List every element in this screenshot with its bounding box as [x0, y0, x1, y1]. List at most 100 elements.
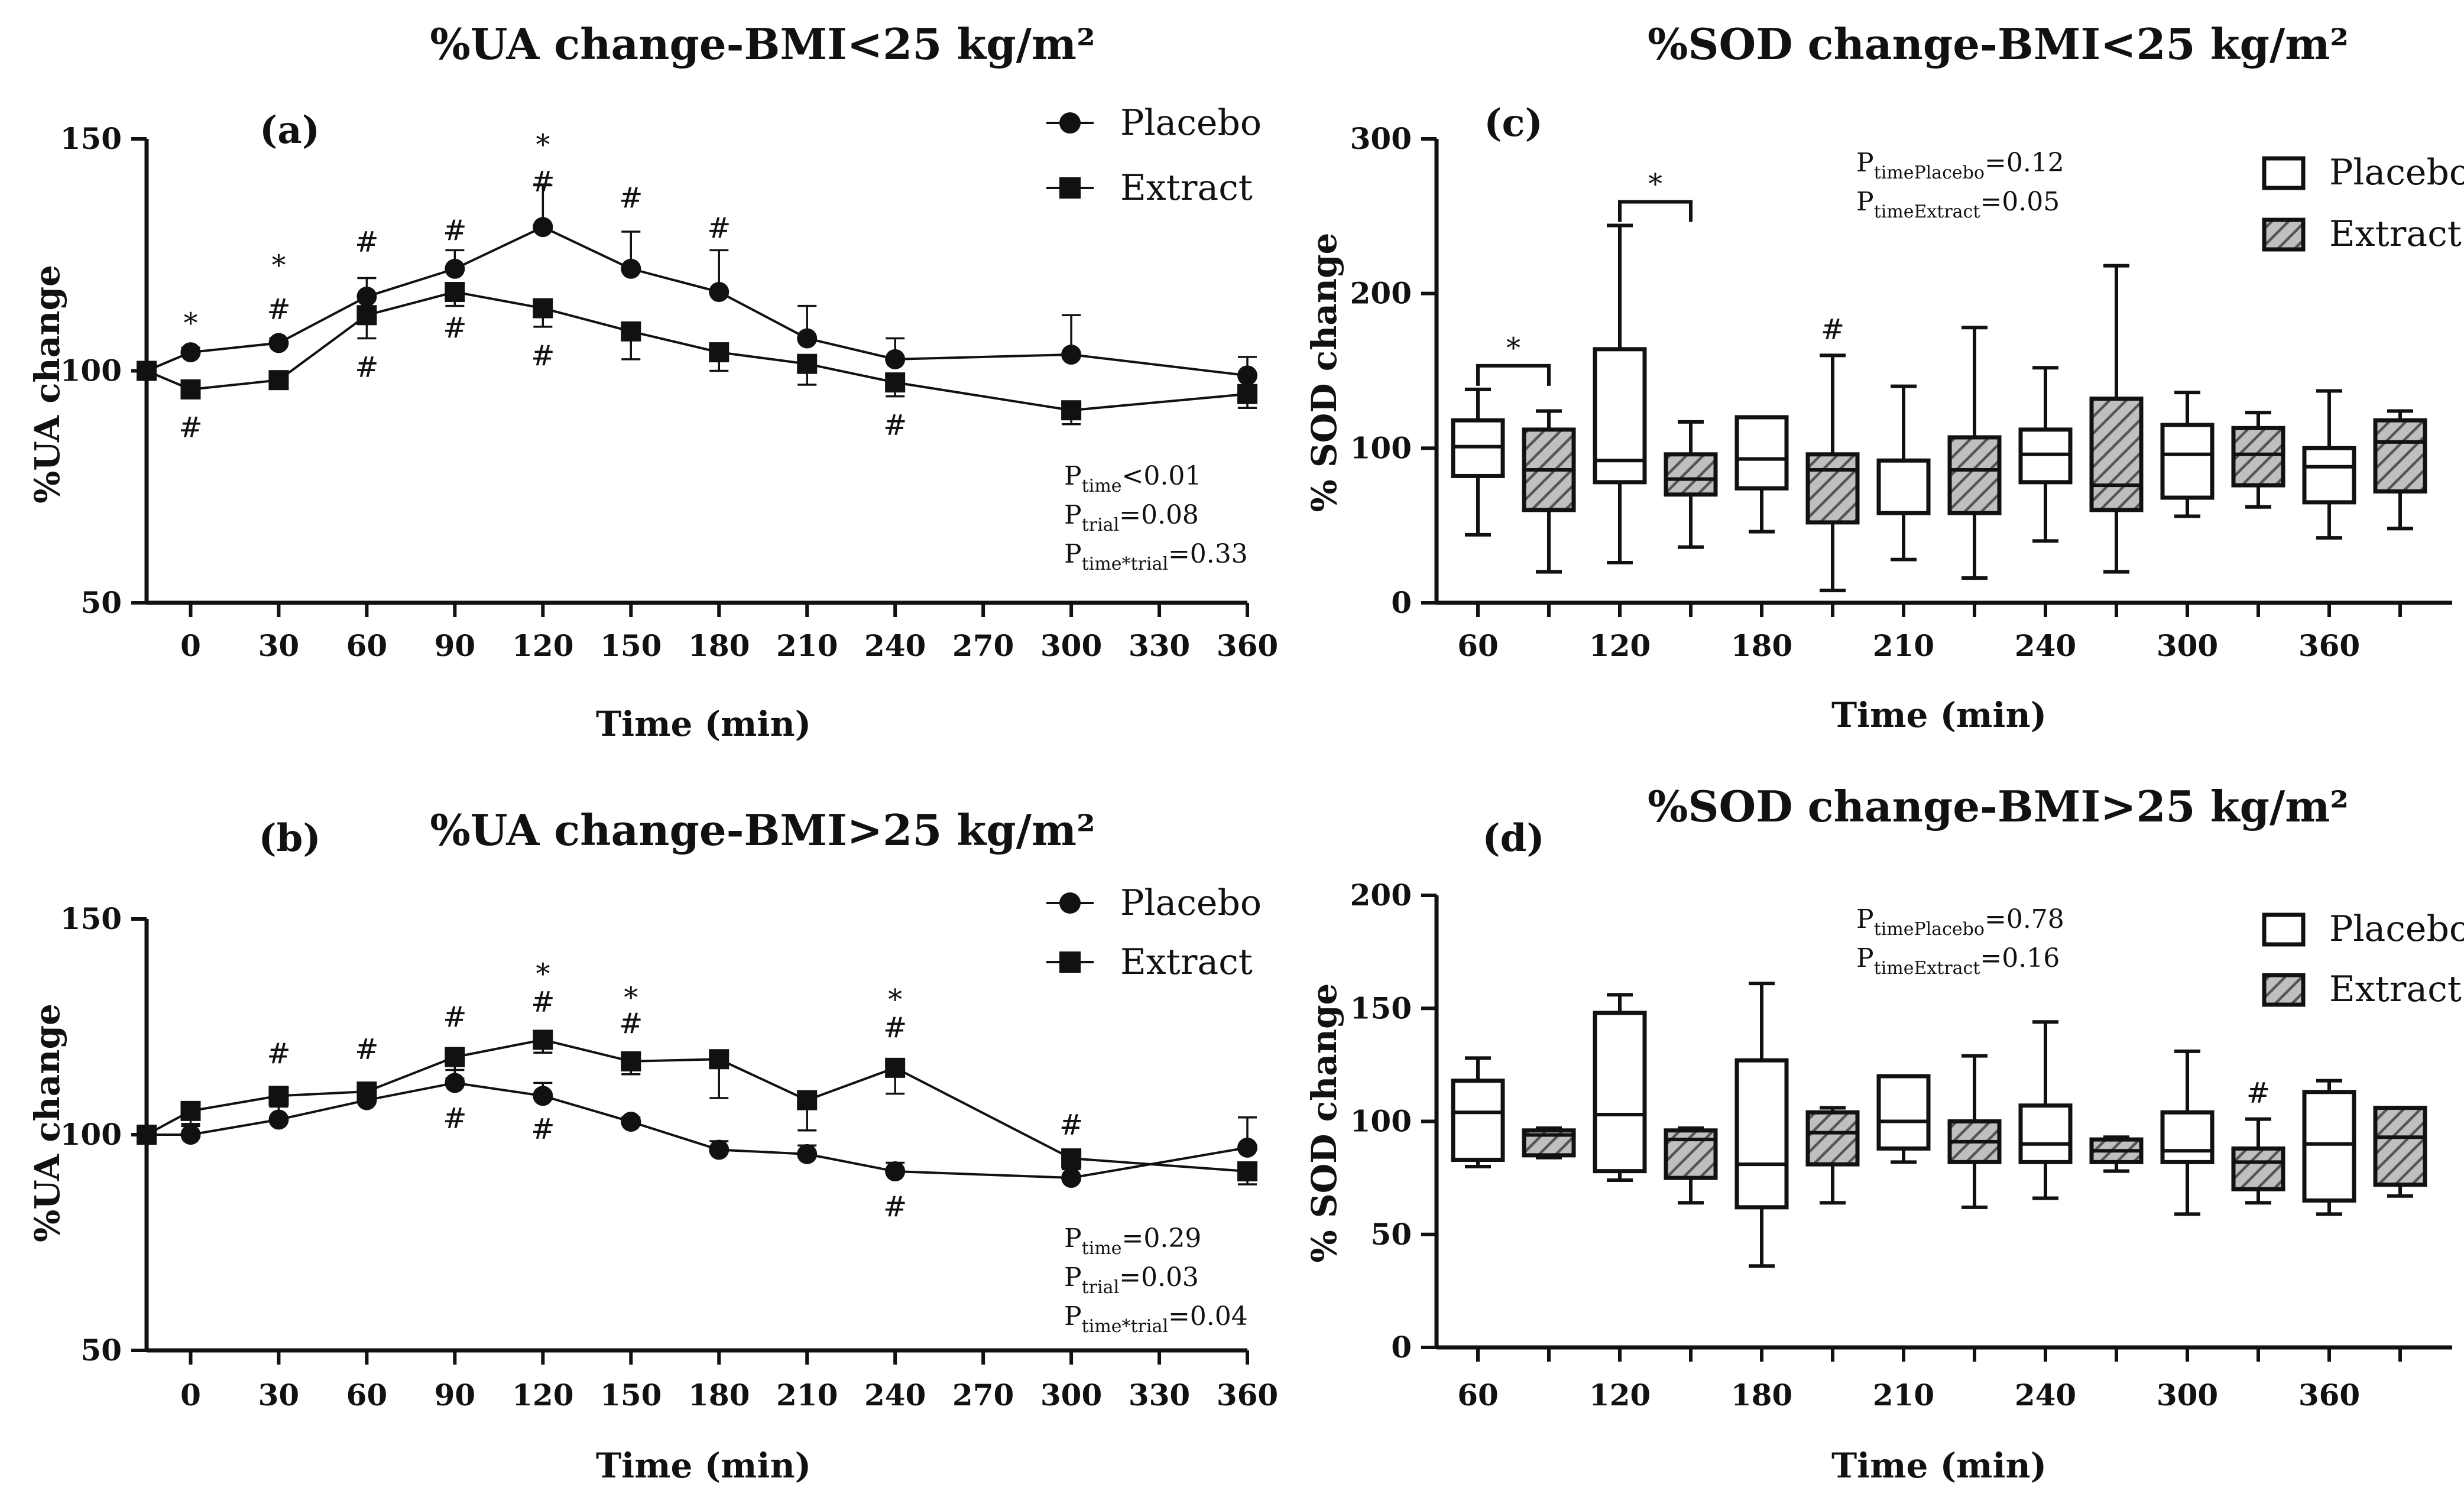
stat-value: =0.05 [1980, 187, 2060, 217]
legend-extract-label: Extract [2329, 213, 2462, 255]
box-210-extract [1947, 1054, 2002, 1209]
panel-a-legend: Placebo Extract [1046, 102, 1262, 209]
box-300-extract [2231, 1117, 2285, 1205]
box-180-extract [1805, 353, 1860, 593]
panel-c-label: (c) [1484, 101, 1543, 145]
x-tick-label: 120 [512, 1378, 573, 1412]
data-point-square [268, 370, 289, 391]
data-point-square [621, 1051, 641, 1071]
data-point-circle [1061, 345, 1082, 365]
box-360-placebo [2302, 389, 2356, 540]
stat-line: Ptrial=0.03 [1064, 1262, 1199, 1298]
data-point-circle [1061, 1168, 1082, 1188]
x-tick-label: 270 [952, 628, 1014, 663]
x-tick-label: 210 [776, 1378, 838, 1412]
box-60-placebo [1451, 387, 1505, 537]
box-iqr [1664, 1128, 1718, 1180]
panel-d-title: %SOD change-BMI>25 kg/m² [1648, 781, 2349, 832]
data-point-circle [797, 1144, 818, 1164]
stat-value: =0.04 [1168, 1301, 1248, 1331]
significance-hash: # [355, 1033, 378, 1066]
data-point-square [709, 342, 730, 363]
series-line-placebo [147, 1081, 1248, 1180]
y-tick-label: 300 [1350, 121, 1412, 156]
series-line-extract [146, 1038, 1248, 1173]
y-tick-label: 100 [60, 1117, 122, 1152]
box-iqr [1664, 452, 1718, 497]
series-placebo [137, 184, 1257, 386]
data-point-square [709, 1049, 730, 1070]
stat-subscript: trial [1082, 1277, 1119, 1298]
data-point-square [533, 1029, 553, 1050]
box-iqr [2018, 1103, 2073, 1164]
box-240-extract [2089, 1135, 2144, 1173]
stat-subscript: time*trial [1082, 554, 1168, 574]
significance-hash: # [883, 409, 907, 442]
panel-d-xlabel: Time (min) [1831, 1446, 2047, 1486]
box-iqr [2160, 1110, 2215, 1164]
stat-line: Ptrial=0.08 [1064, 500, 1199, 535]
stat-line: Ptime<0.01 [1064, 461, 1201, 496]
significance-hash: # [355, 226, 378, 259]
stat-subscript: time [1082, 476, 1122, 496]
significance-hash: # [619, 1007, 643, 1040]
x-tick-label: 150 [600, 628, 662, 663]
stat-p: P [1064, 500, 1082, 530]
data-point-square [1237, 1161, 1257, 1182]
stat-subscript: timePlacebo [1874, 163, 1985, 183]
box-iqr [2373, 1106, 2427, 1187]
box-240-placebo [2018, 366, 2073, 543]
box-iqr [1734, 415, 1789, 491]
data-point-square [885, 372, 906, 393]
panel-b-xlabel: Time (min) [596, 1446, 811, 1486]
box-iqr [2089, 397, 2144, 512]
legend-extract-swatch [2262, 217, 2306, 252]
data-point-circle [533, 217, 553, 238]
significance-hash: # [443, 1102, 466, 1135]
data-point-circle [621, 1112, 641, 1132]
box-iqr [2302, 1090, 2356, 1203]
data-point-square [1061, 1148, 1082, 1169]
panel-a-series: * # * # # # # # * # # # # # [137, 128, 1257, 444]
significance-asterisk: * [271, 249, 286, 282]
x-tick-label: 240 [864, 628, 926, 663]
x-tick-label: 120 [1589, 628, 1651, 663]
box-iqr [2373, 418, 2427, 494]
significance-hash: # [883, 1190, 907, 1223]
box-240-placebo [2018, 1020, 2073, 1200]
data-point-circle [533, 1086, 553, 1106]
y-tick-label: 150 [60, 121, 122, 156]
y-tick-label: 0 [1391, 585, 1412, 620]
panel-c-ylabel: % SOD change [1304, 233, 1344, 512]
stat-p: P [1856, 187, 1874, 217]
significance-asterisk: * [1506, 332, 1520, 365]
panel-b-label: (b) [258, 816, 320, 860]
legend-extract-swatch [2262, 973, 2306, 1007]
x-tick-label: 60 [346, 628, 388, 663]
box-iqr [2160, 423, 2215, 500]
data-point-square [533, 298, 553, 319]
box-iqr [1734, 1058, 1789, 1210]
x-tick-label: 90 [435, 1378, 476, 1412]
stat-value: =0.12 [1985, 148, 2064, 178]
legend-placebo-label: Placebo [2329, 152, 2464, 193]
significance-hash: # [531, 1113, 555, 1146]
box-iqr [1876, 458, 1931, 515]
data-point-square [180, 379, 201, 400]
data-point-circle [885, 349, 906, 369]
panel-a-ylabel: %UA change [27, 265, 67, 504]
stat-value: =0.16 [1980, 943, 2060, 973]
x-tick-label: 30 [258, 628, 300, 663]
significance-asterisk: * [536, 128, 550, 161]
y-tick-label: 50 [80, 585, 122, 620]
series-placebo [137, 1068, 1257, 1188]
data-point-square [1237, 384, 1257, 404]
stat-p: P [1064, 539, 1082, 569]
series-extract [137, 1029, 1257, 1186]
x-tick-label: 240 [864, 1378, 926, 1412]
data-point-square [137, 360, 157, 381]
significance-hash: # [267, 1037, 290, 1070]
